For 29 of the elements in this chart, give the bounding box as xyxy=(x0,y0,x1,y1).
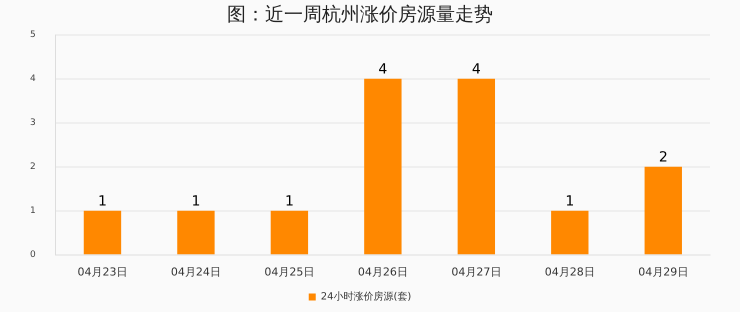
x-tick-label: 04月23日 xyxy=(77,265,128,278)
y-tick-label: 1 xyxy=(30,206,36,216)
bar xyxy=(84,210,122,254)
y-tick-label: 3 xyxy=(30,118,36,128)
data-label: 4 xyxy=(472,61,481,78)
data-label: 4 xyxy=(378,61,388,78)
y-tick-label: 0 xyxy=(30,250,36,260)
x-tick-label: 04月27日 xyxy=(451,265,502,278)
chart-title: 图：近一周杭州涨价房源量走势 xyxy=(227,3,493,26)
bar xyxy=(364,78,402,254)
x-tick-label: 04月25日 xyxy=(264,265,314,278)
x-tick-label: 04月26日 xyxy=(358,265,408,278)
bar xyxy=(644,166,682,254)
legend-label: 24小时涨价房源(套) xyxy=(320,290,412,303)
data-label: 1 xyxy=(191,193,200,210)
bar xyxy=(551,210,588,254)
x-tick-label: 04月24日 xyxy=(170,265,221,278)
bar xyxy=(177,210,215,254)
data-label: 1 xyxy=(565,193,574,210)
x-tick-label: 04月29日 xyxy=(638,265,688,278)
data-label: 1 xyxy=(284,193,294,210)
bar xyxy=(458,78,496,254)
bar xyxy=(270,210,308,254)
y-tick-label: 4 xyxy=(30,74,36,84)
data-label: 1 xyxy=(98,193,107,210)
y-tick-label: 2 xyxy=(30,162,36,172)
y-tick-label: 5 xyxy=(30,30,36,40)
x-tick-label: 04月28日 xyxy=(544,265,595,278)
data-label: 2 xyxy=(658,149,668,166)
